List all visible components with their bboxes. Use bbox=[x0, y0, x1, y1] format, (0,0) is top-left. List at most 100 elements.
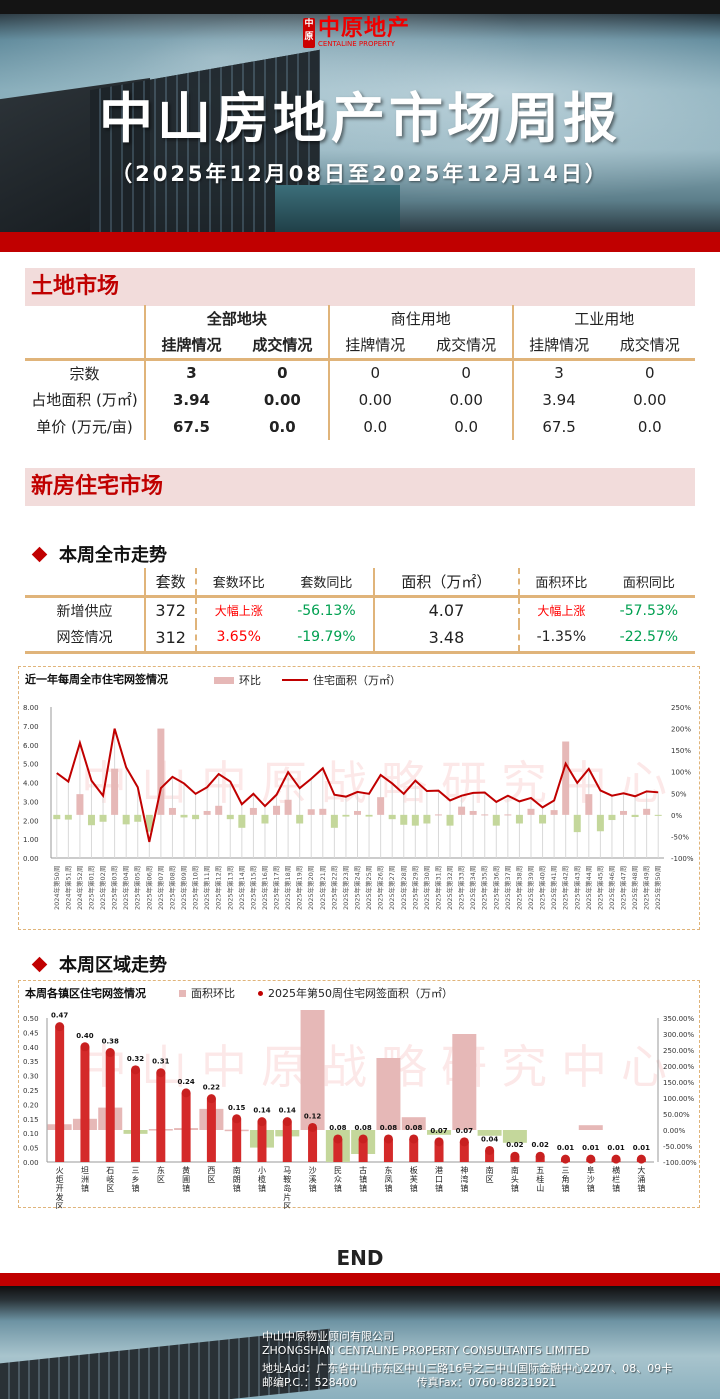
svg-text:2025年第07周: 2025年第07周 bbox=[156, 866, 165, 910]
svg-text:0.20: 0.20 bbox=[23, 1101, 39, 1109]
svg-text:200.00%: 200.00% bbox=[663, 1063, 694, 1071]
cell: 3.94 bbox=[144, 386, 237, 413]
svg-text:芙: 芙 bbox=[410, 1174, 418, 1184]
group-header: 工业用地 bbox=[511, 305, 695, 332]
svg-text:0.12: 0.12 bbox=[304, 1112, 321, 1120]
row-label: 单价 (万元/亩) bbox=[36, 418, 133, 436]
svg-text:镇: 镇 bbox=[182, 1183, 190, 1193]
cell: 0.0 bbox=[269, 417, 296, 436]
svg-text:2025年第43周: 2025年第43周 bbox=[572, 866, 581, 910]
svg-text:250%: 250% bbox=[671, 704, 691, 712]
svg-text:镇: 镇 bbox=[258, 1183, 266, 1193]
line-legend-swatch bbox=[282, 679, 308, 681]
svg-text:0.01: 0.01 bbox=[582, 1144, 599, 1152]
chart1-plot: 0.00 1.00 2.00 3.00 4.00 5.00 6.00 7.00 8.00 -100… bbox=[23, 704, 694, 910]
svg-text:-100.00%: -100.00% bbox=[663, 1159, 697, 1167]
chart-legend: 面积环比 2025年第50周住宅网签面积（万㎡） bbox=[179, 985, 453, 1001]
svg-text:乡: 乡 bbox=[132, 1175, 140, 1184]
svg-text:镇: 镇 bbox=[612, 1183, 620, 1193]
svg-text:2025年第42周: 2025年第42周 bbox=[561, 866, 570, 910]
cell: -56.13% bbox=[297, 602, 356, 619]
table-row: 新增供应 372 大幅上涨 -56.13% 4.07 大幅上涨 -57.53% bbox=[25, 596, 695, 624]
svg-text:2025年第25周: 2025年第25周 bbox=[364, 866, 373, 910]
svg-text:200%: 200% bbox=[671, 726, 691, 734]
col-header: 面积（万㎡） bbox=[372, 568, 520, 598]
svg-text:横: 横 bbox=[612, 1165, 620, 1175]
svg-text:0.15: 0.15 bbox=[228, 1104, 245, 1112]
svg-text:4.00: 4.00 bbox=[23, 780, 39, 788]
chart-title: 近一年每周全市住宅网签情况 bbox=[25, 673, 168, 686]
svg-text:0.45: 0.45 bbox=[23, 1029, 39, 1037]
svg-text:0.14: 0.14 bbox=[253, 1107, 270, 1115]
cell: 0 bbox=[327, 359, 421, 386]
row-label: 新增供应 bbox=[56, 603, 113, 620]
cell: -19.79% bbox=[280, 624, 374, 654]
cell: 0 bbox=[461, 364, 471, 383]
svg-text:2024年第50周: 2024年第50周 bbox=[52, 866, 61, 910]
svg-text:众: 众 bbox=[334, 1175, 342, 1184]
svg-text:2025年第27周: 2025年第27周 bbox=[387, 866, 396, 910]
svg-text:0%: 0% bbox=[671, 812, 682, 820]
sub-header: 挂牌情况 bbox=[327, 332, 421, 361]
svg-text:0.35: 0.35 bbox=[23, 1058, 39, 1066]
cell: 大幅上涨 bbox=[518, 596, 603, 624]
watermark: 中山中原战略研究中心 bbox=[81, 756, 681, 810]
svg-text:2025年第22周: 2025年第22周 bbox=[329, 866, 338, 910]
svg-text:开: 开 bbox=[56, 1184, 64, 1193]
svg-text:港: 港 bbox=[435, 1165, 443, 1175]
svg-text:2025年第48周: 2025年第48周 bbox=[630, 866, 639, 910]
bar-legend-swatch bbox=[179, 989, 186, 997]
col-header: 套数同比 bbox=[280, 568, 374, 598]
svg-text:0.25: 0.25 bbox=[23, 1087, 39, 1095]
svg-text:0.24: 0.24 bbox=[177, 1078, 194, 1086]
svg-text:洲: 洲 bbox=[81, 1175, 89, 1184]
svg-text:西: 西 bbox=[207, 1166, 215, 1175]
svg-text:口: 口 bbox=[435, 1175, 443, 1184]
address: 地址Add：广东省中山市东区中山三路16号之三中山国际金融中心2207、08、0… bbox=[262, 1362, 673, 1375]
cell: 312 bbox=[143, 624, 197, 654]
date-range: （2025年12月08日至2025年12月14日） bbox=[111, 162, 609, 186]
svg-text:0.50: 0.50 bbox=[23, 1015, 39, 1023]
svg-text:发: 发 bbox=[56, 1192, 64, 1202]
svg-text:2025年第44周: 2025年第44周 bbox=[584, 866, 593, 910]
svg-text:2025年第31周: 2025年第31周 bbox=[433, 866, 442, 910]
svg-text:黄: 黄 bbox=[182, 1165, 190, 1175]
group-header: 全部地块 bbox=[144, 305, 329, 332]
svg-text:沙: 沙 bbox=[309, 1166, 317, 1175]
svg-text:0.04: 0.04 bbox=[481, 1135, 498, 1143]
svg-text:2025年第11周: 2025年第11周 bbox=[202, 866, 211, 910]
svg-text:2025年第41周: 2025年第41周 bbox=[549, 866, 558, 910]
svg-text:岐: 岐 bbox=[106, 1174, 114, 1184]
cell: 3.94 bbox=[511, 386, 605, 413]
svg-text:三: 三 bbox=[132, 1166, 140, 1175]
footer-banner bbox=[0, 1286, 720, 1399]
svg-text:2025年第26周: 2025年第26周 bbox=[376, 866, 385, 910]
cell: 3.65% bbox=[195, 624, 281, 654]
svg-text:2025年第40周: 2025年第40周 bbox=[538, 866, 547, 910]
svg-text:-50%: -50% bbox=[671, 833, 689, 841]
svg-text:小: 小 bbox=[258, 1166, 266, 1175]
sub-header: 挂牌情况 bbox=[511, 332, 605, 361]
svg-text:2025年第17周: 2025年第17周 bbox=[272, 866, 281, 910]
diamond-icon bbox=[31, 956, 48, 972]
col-header: 套数环比 bbox=[195, 568, 281, 598]
chart-title: 本周各镇区住宅网签情况 bbox=[25, 987, 146, 1000]
svg-text:东: 东 bbox=[384, 1165, 392, 1175]
postcode: 邮编P.C.：528400 bbox=[262, 1376, 357, 1389]
section-title-new-housing: 新房住宅市场 bbox=[25, 468, 695, 506]
row-label: 网签情况 bbox=[25, 624, 145, 654]
diamond-icon bbox=[31, 546, 48, 562]
svg-text:2025年第30周: 2025年第30周 bbox=[422, 866, 431, 910]
svg-text:2.00: 2.00 bbox=[23, 817, 39, 825]
end-label: END bbox=[336, 1246, 384, 1270]
svg-text:民: 民 bbox=[334, 1166, 342, 1175]
fax: 传真Fax：0760-88231921 bbox=[416, 1376, 557, 1389]
legend-label: 环比 bbox=[239, 674, 261, 687]
company-name-en: ZHONGSHAN CENTALINE PROPERTY CONSULTANTS… bbox=[262, 1344, 590, 1357]
svg-text:2025年第16周: 2025年第16周 bbox=[260, 866, 269, 910]
svg-text:0.08: 0.08 bbox=[405, 1124, 422, 1132]
svg-text:神: 神 bbox=[460, 1165, 468, 1175]
svg-text:马: 马 bbox=[283, 1166, 291, 1175]
svg-text:湾: 湾 bbox=[460, 1174, 468, 1184]
weekly-title: 本周全市走势 bbox=[59, 545, 167, 566]
